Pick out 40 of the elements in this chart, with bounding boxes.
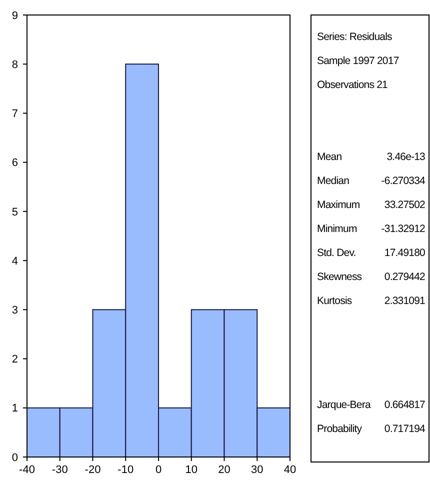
text: Std. Dev. [317,247,356,259]
text: Kurtosis [317,295,352,307]
text: Jarque-Bera [317,399,371,411]
text: 0.279442 [384,271,426,283]
text: Median [317,175,350,187]
text: 17.49180 [384,247,426,259]
text: 33.27502 [384,199,426,211]
text: 0.717194 [384,423,426,435]
y-tick-label: 9 [12,10,18,22]
y-tick-label: 7 [12,108,18,120]
text: -6.270334 [381,175,426,187]
y-tick-label: 3 [12,304,18,317]
y-tick-label: 2 [12,354,18,366]
text: Probability [317,423,363,435]
y-tick-label: 8 [12,58,18,71]
text: Observations 21 [317,79,388,91]
x-tick-label: -30 [52,464,68,476]
text: 3.46e-13 [386,151,426,163]
text: Skewness [317,271,362,283]
text: Sample 1997 2017 [317,55,400,67]
text: 2.331091 [384,295,426,307]
x-tick-label: 30 [251,464,264,476]
x-tick-label: 0 [155,464,162,476]
y-tick-label: 1 [12,402,18,415]
y-tick-label: 5 [12,206,18,218]
text: Maximum [317,199,360,211]
x-tick-label: -10 [118,464,134,476]
text: 0.664817 [384,399,426,411]
y-tick-label: 6 [12,157,18,170]
text: Series: Residuals [317,31,392,43]
y-tick-label: 0 [12,452,18,464]
y-tick-label: 4 [12,255,18,268]
text: Minimum [317,223,358,235]
x-tick-label: 40 [284,464,296,476]
x-tick-label: 10 [185,464,198,476]
x-tick-label: -20 [84,464,101,476]
text: -31.32912 [381,223,426,235]
x-tick-label: -40 [19,464,35,476]
x-tick-label: 20 [218,464,230,476]
text: Mean [317,151,342,163]
